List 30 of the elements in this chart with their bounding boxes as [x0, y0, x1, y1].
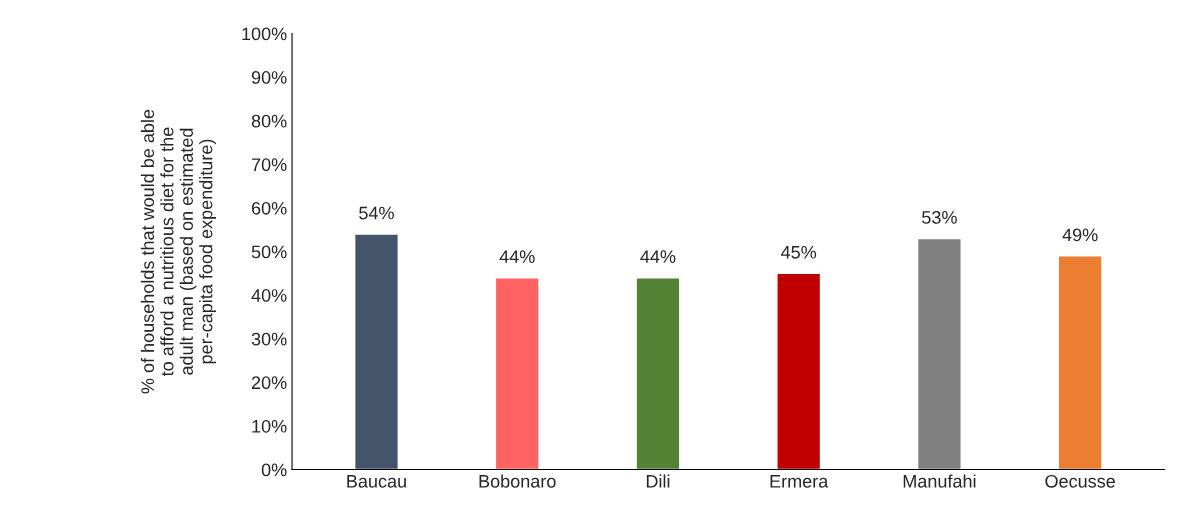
y-tick-label: 90%	[251, 71, 287, 84]
y-tick-label: 20%	[251, 376, 287, 390]
bar	[916, 237, 962, 470]
data-label: 44%	[640, 250, 676, 263]
y-tick-label: 70%	[251, 158, 287, 172]
bar	[1057, 255, 1103, 470]
bar	[776, 272, 822, 470]
y-tick-label: 100%	[242, 27, 287, 41]
y-tick-label: 10%	[252, 419, 287, 433]
x-tick-label: Manufahi	[903, 474, 976, 488]
y-tick-label: 80%	[251, 114, 287, 128]
bar	[635, 277, 681, 470]
x-tick-label: Bobonaro	[479, 474, 556, 488]
data-label: 44%	[499, 250, 535, 263]
data-label: 54%	[359, 206, 394, 220]
bar	[494, 277, 540, 470]
bar	[353, 233, 399, 470]
x-tick-label: Ermera	[770, 475, 829, 488]
y-axis-title: % of households that would be able to afford a nutritious diet for the adult man (based on estimated per-capita food expenditure)	[140, 109, 216, 394]
y-tick-label: 30%	[251, 332, 287, 346]
y-tick-label: 50%	[251, 245, 287, 259]
x-tick-label: Baucau	[347, 475, 406, 488]
x-tick-label: Dili	[646, 474, 670, 488]
data-label: 49%	[1062, 228, 1098, 242]
y-tick-label: 40%	[251, 289, 287, 302]
y-tick-label: 60%	[251, 201, 287, 215]
data-label: 53%	[922, 211, 957, 224]
x-tick-label: Oecusse	[1045, 474, 1115, 488]
y-tick-label: 0%	[261, 463, 287, 477]
data-label: 45%	[781, 245, 817, 259]
